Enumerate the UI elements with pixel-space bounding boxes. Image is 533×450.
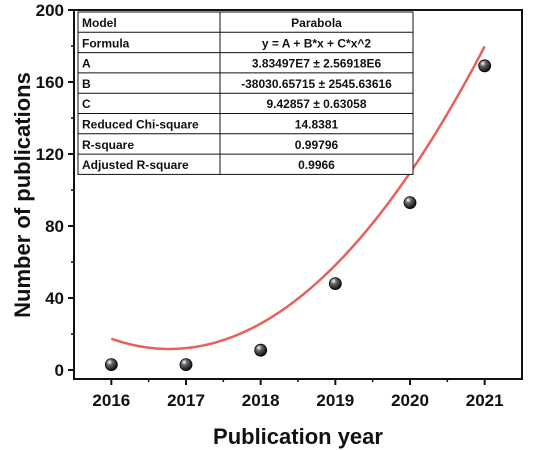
x-tick-label: 2021	[466, 391, 504, 410]
x-axis-title: Publication year	[213, 424, 383, 449]
x-tick-label: 2016	[92, 391, 130, 410]
y-tick-label: 200	[36, 1, 64, 20]
fit-table-label: Formula	[82, 36, 130, 50]
fit-curve	[110, 45, 486, 351]
y-axis: 0 40 80 120 160 200	[36, 1, 74, 380]
y-tick-label: 0	[55, 361, 64, 380]
data-point	[403, 196, 417, 210]
x-tick-label: 2020	[391, 391, 429, 410]
y-tick-label: 80	[45, 217, 64, 236]
data-point	[104, 358, 118, 372]
fit-table-value: 0.99796	[295, 138, 339, 152]
data-point	[254, 343, 268, 357]
fit-table-label: Model	[82, 16, 117, 30]
y-tick-label: 40	[45, 289, 64, 308]
fit-table-value: y = A + B*x + C*x^2	[262, 36, 372, 50]
y-tick-label: 160	[36, 73, 64, 92]
x-tick-label: 2019	[316, 391, 354, 410]
fit-table-label: B	[82, 77, 91, 91]
fit-table-label: Reduced Chi-square	[82, 118, 199, 132]
fit-parameter-table: Model Parabola Formula y = A + B*x + C*x^2 A…	[77, 11, 414, 175]
data-point	[328, 277, 342, 291]
fit-table-label: A	[82, 57, 91, 71]
x-tick-label: 2017	[167, 391, 205, 410]
fit-table-value: 14.8381	[295, 118, 339, 132]
fit-table-label: R-square	[82, 138, 134, 152]
fit-table-value: 3.83497E7 ± 2.56918E6	[252, 57, 382, 71]
x-axis: 2016 2017 2018 2019 2020 2021	[92, 379, 504, 410]
fit-table-value: 0.9966	[298, 158, 335, 172]
fit-table-value: 9.42857 ± 0.63058	[266, 97, 366, 111]
fit-table-value: Parabola	[291, 16, 342, 30]
data-point	[179, 358, 193, 372]
fit-table-value: -38030.65715 ± 2545.63616	[241, 77, 392, 91]
x-tick-label: 2018	[242, 391, 280, 410]
fit-table-label: Adjusted R-square	[82, 158, 189, 172]
y-tick-label: 120	[36, 145, 64, 164]
y-axis-title: Number of publications	[10, 72, 35, 318]
data-points	[104, 59, 492, 372]
fit-table-label: C	[82, 97, 91, 111]
data-point	[478, 59, 492, 73]
